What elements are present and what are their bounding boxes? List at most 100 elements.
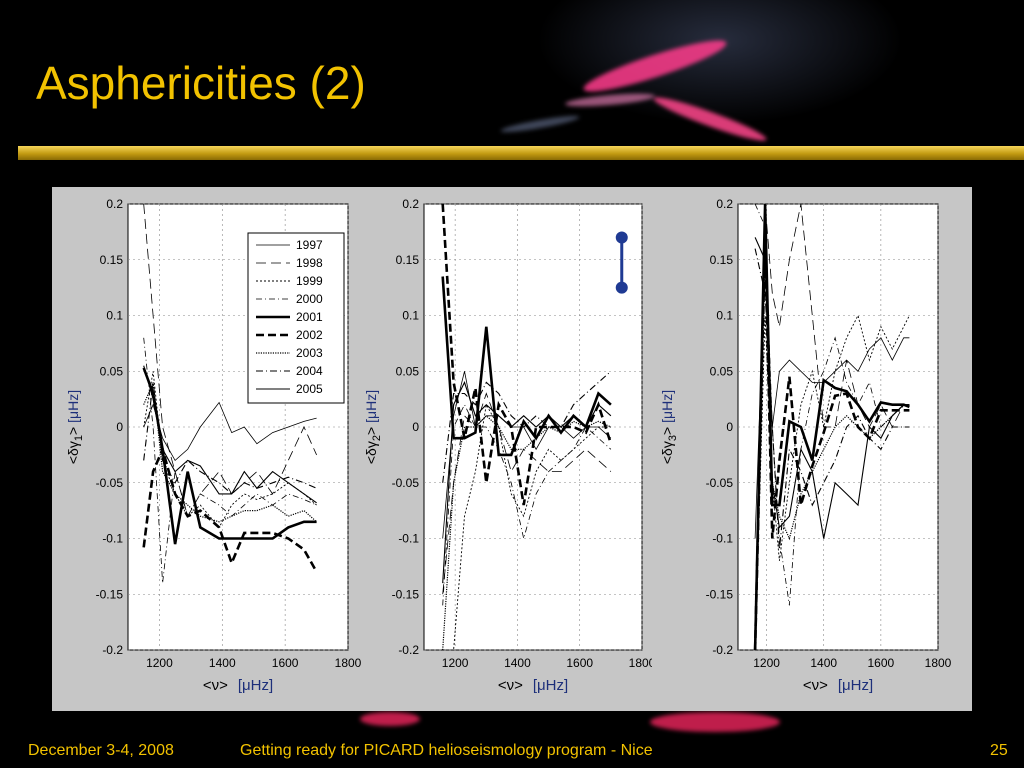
- legend-entry-label: 1999: [296, 274, 323, 288]
- y-axis-label-suffix: >: [65, 427, 81, 435]
- y-tick-label: 0.2: [716, 197, 733, 211]
- x-axis-unit: [μHz]: [533, 677, 568, 694]
- series-line-2002: [142, 445, 318, 573]
- x-axis-label-main: <ν>: [203, 677, 228, 694]
- y-axis-label-subscript: 1: [73, 435, 85, 441]
- chart-2-svg: 0.2 0.15 0.1 0.05 0 -0.05 -0.1 -0.15 -0.2 1200 140…: [363, 197, 652, 694]
- series-line-2003: [442, 414, 612, 650]
- series-line-2000: [442, 403, 612, 606]
- y-tick-label: 0.1: [716, 309, 733, 323]
- x-tick-label: 1400: [504, 656, 531, 670]
- y-tick-label: -0.2: [398, 643, 419, 657]
- series-line-2002: [753, 237, 910, 650]
- x-tick-label: 1600: [272, 656, 299, 670]
- y-axis-label-prefix: <δγ: [363, 441, 379, 464]
- y-axis-label: <δγ3> [μHz]: [659, 390, 679, 464]
- chart-3-svg: 0.2 0.15 0.1 0.05 0 -0.05 -0.1 -0.15 -0.2 1200 140…: [659, 197, 952, 694]
- y-tick-label: 0: [412, 420, 419, 434]
- x-tick-label: 1600: [566, 656, 593, 670]
- y-axis-label-prefix: <δγ: [659, 441, 675, 464]
- slide-title: Asphericities (2): [36, 57, 366, 109]
- legend-entry-label: 1998: [296, 256, 323, 270]
- y-axis-label-subscript: 3: [667, 435, 679, 441]
- error-bar-cap-top: [615, 231, 628, 244]
- footer-title: Getting ready for PICARD helioseismology…: [240, 742, 653, 759]
- x-axis-label: <ν> [μHz]: [203, 677, 273, 694]
- y-tick-label: 0: [726, 420, 733, 434]
- x-axis-label-main: <ν>: [498, 677, 523, 694]
- y-tick-label: -0.1: [398, 532, 419, 546]
- figure-panel: 0.2 0.15 0.1 0.05 0 -0.05 -0.1 -0.15 -0.2 1200 140…: [52, 187, 972, 711]
- series-line-1997: [143, 401, 317, 462]
- y-tick-label: -0.05: [706, 476, 734, 490]
- y-tick-label: -0.05: [96, 476, 124, 490]
- y-tick-label: 0.15: [100, 253, 124, 267]
- series-line-1999: [754, 314, 910, 650]
- series-line-2004: [442, 370, 612, 483]
- y-axis-label-suffix: >: [659, 427, 675, 435]
- series-line-2000: [143, 337, 317, 584]
- y-tick-label: 0.15: [710, 253, 734, 267]
- y-axis-label: <δγ2> [μHz]: [363, 390, 383, 464]
- series-line-2004: [754, 248, 910, 550]
- x-axis-label: <ν> [μHz]: [803, 677, 873, 694]
- series-line-2003: [754, 259, 910, 650]
- series-line-2005: [143, 365, 317, 504]
- x-tick-label: 1400: [810, 656, 837, 670]
- x-axis-label-main: <ν>: [803, 677, 828, 694]
- y-axis-label-subscript: 2: [371, 435, 383, 441]
- footer-page-number: 25: [990, 742, 1008, 759]
- x-tick-label: 1200: [442, 656, 469, 670]
- y-axis-label-suffix: >: [363, 427, 379, 435]
- legend-entry-label: 2004: [296, 364, 323, 378]
- chart-1-svg: 0.2 0.15 0.1 0.05 0 -0.05 -0.1 -0.15 -0.2 1200 140…: [65, 197, 362, 694]
- y-axis-label: <δγ1> [μHz]: [65, 390, 85, 464]
- y-tick-label: 0: [116, 420, 123, 434]
- series-line-2003: [143, 382, 317, 523]
- y-tick-label: -0.15: [96, 587, 124, 601]
- x-axis-label: <ν> [μHz]: [498, 677, 568, 694]
- series-line-2000: [754, 204, 910, 606]
- series-line-2005: [754, 237, 910, 539]
- y-tick-label: 0.1: [106, 309, 123, 323]
- solar-flare-glow: [650, 712, 780, 732]
- series-line-2002: [441, 204, 613, 506]
- legend-entry-label: 2001: [296, 310, 323, 324]
- y-tick-label: 0.1: [402, 309, 419, 323]
- series-line-2001: [142, 367, 317, 545]
- y-tick-label: 0.05: [100, 364, 124, 378]
- title-underline-bar: [18, 146, 1024, 160]
- legend-entry-label: 2005: [296, 382, 323, 396]
- y-tick-label: -0.15: [392, 587, 420, 601]
- y-tick-label: -0.15: [706, 587, 734, 601]
- x-axis-unit: [μHz]: [838, 677, 873, 694]
- y-tick-label: -0.05: [392, 476, 420, 490]
- y-tick-label: 0.2: [402, 197, 419, 211]
- legend-entry-label: 2003: [296, 346, 323, 360]
- solar-flare-glow: [360, 712, 420, 726]
- y-tick-label: -0.1: [712, 532, 733, 546]
- y-axis-unit: [μHz]: [363, 390, 379, 423]
- series-line-2005: [442, 380, 612, 584]
- x-tick-label: 1400: [209, 656, 236, 670]
- y-axis-label-prefix: <δγ: [65, 441, 81, 464]
- x-tick-label: 1200: [146, 656, 173, 670]
- y-tick-label: 0.05: [396, 364, 420, 378]
- y-tick-label: 0.2: [106, 197, 123, 211]
- y-tick-label: -0.1: [102, 532, 123, 546]
- legend-entry-label: 2002: [296, 328, 323, 342]
- series-line-1998: [143, 204, 317, 518]
- x-tick-label: 1200: [753, 656, 780, 670]
- y-tick-label: 0.05: [710, 364, 734, 378]
- y-tick-label: 0.15: [396, 253, 420, 267]
- legend-entry-label: 1997: [296, 238, 323, 252]
- y-axis-unit: [μHz]: [65, 390, 81, 423]
- x-axis-unit: [μHz]: [238, 677, 273, 694]
- y-tick-label: -0.2: [102, 643, 123, 657]
- footer-date: December 3-4, 2008: [28, 742, 174, 759]
- x-tick-label: 1800: [335, 656, 362, 670]
- series-line-1999: [442, 403, 611, 650]
- series-line-2004: [143, 382, 317, 495]
- series-line-1998: [755, 204, 910, 428]
- legend-box: [247, 232, 345, 404]
